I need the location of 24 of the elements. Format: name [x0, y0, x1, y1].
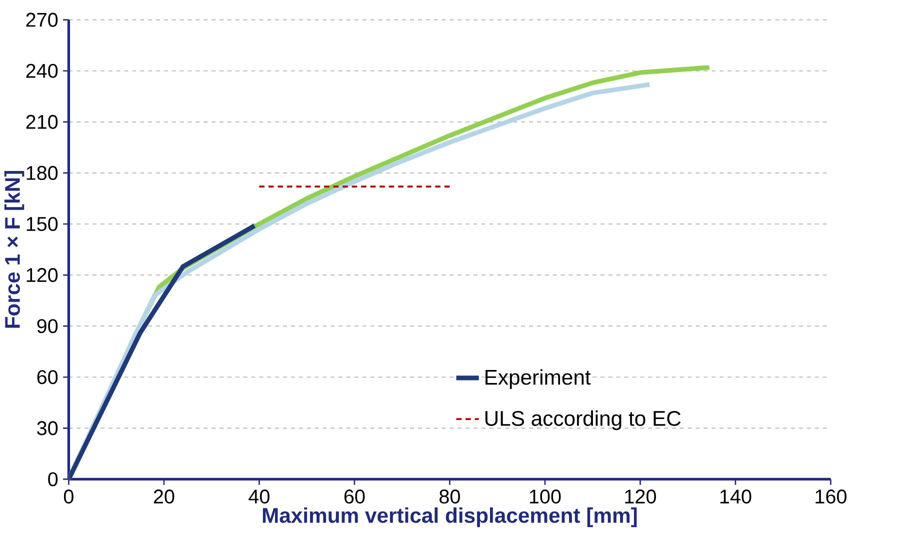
y-tick-label: 180	[26, 166, 58, 180]
y-axis-title: Force 1 × F [kN]	[4, 171, 24, 328]
x-tick-label: 160	[816, 490, 846, 504]
y-tick-label: 0	[48, 472, 58, 486]
x-tick-label: 20	[154, 490, 174, 504]
x-tick-label: 120	[625, 490, 656, 504]
y-tick-label: 210	[26, 115, 58, 130]
y-tick-label: 240	[26, 64, 58, 78]
x-tick-label: 140	[720, 490, 752, 504]
x-axis-title: Maximum vertical displacement [mm]	[262, 508, 637, 528]
y-tick-label: 90	[37, 319, 58, 334]
x-tick-label: 40	[248, 490, 270, 504]
y-tick-label: 120	[26, 268, 58, 282]
x-tick-label: 100	[530, 490, 561, 504]
y-tick-label: 60	[37, 370, 58, 384]
y-tick-label: 30	[37, 421, 58, 436]
x-tick-label: 0	[64, 490, 74, 504]
legend-label: ULS according to EC	[485, 410, 681, 430]
line-series	[68, 224, 257, 480]
legend-label: Experiment	[486, 369, 591, 390]
y-tick-label: 270	[26, 13, 58, 28]
y-tick-label: 150	[26, 217, 58, 232]
x-tick-label: 60	[344, 490, 365, 504]
x-tick-label: 80	[440, 490, 460, 504]
